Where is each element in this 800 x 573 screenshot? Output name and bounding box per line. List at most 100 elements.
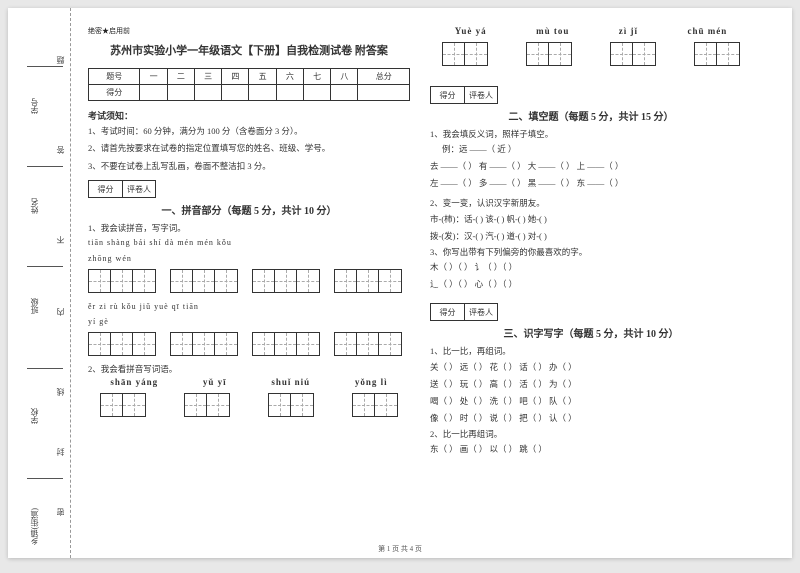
left-column: 绝密★启用前 苏州市实验小学一年级语文【下册】自我检测试卷 附答案 题号 一 二… [78,26,420,540]
pinyin-line: zhōng wén [88,251,410,266]
right-column: Yuè yá mù tou zì jǐ chū mén 得分 评卷人 二、填空题… [420,26,762,540]
grade-box: 得分 评卷人 [430,303,752,321]
grade-box: 得分 评卷人 [88,180,410,198]
confidential-label: 绝密★启用前 [88,26,410,36]
grade-reviewer: 评卷人 [122,180,156,198]
tianzi-grid [694,42,740,66]
question-3-1: 1、比一比，再组词。 [430,344,752,358]
pinyin-word: shuǐ niú [271,377,310,387]
binding-label: 学校 [29,408,40,424]
tianzi-grid [88,269,156,293]
seal-char: 题 [55,56,66,64]
section-title-1: 一、拼音部分（每题 5 分，共计 10 分） [88,202,410,217]
th: 题号 [89,69,140,85]
seal-char: 封 [55,448,66,456]
tianzi-grid [184,393,230,417]
tianzi-row [88,393,410,417]
seal-char: 内 [55,308,66,316]
fill-line: 左 ——（ ） 多 ——（ ） 黑 ——（ ） 东 ——（ ） [430,175,752,192]
question-1-1: 1、我会读拼音，写字词。 [88,221,410,235]
th: 二 [167,69,194,85]
binding-label: 姓名 [29,198,40,214]
th: 七 [303,69,330,85]
fill-line: 东（ ） 画（ ） 以（ ） 跳（ ） [430,441,752,458]
fill-line: 喝（ ） 处（ ） 洗（ ） 吧（ ） 队（ ） [430,393,752,410]
fill-line: 拨-(发)：汉-( ) 汽-( ) 道-( ) 对-( ) [430,228,752,245]
fill-line: 去 ——（ ） 有 ——（ ） 大 ——（ ） 上 ——（ ） [430,158,752,175]
th: 总分 [358,69,410,85]
grade-score: 得分 [88,180,122,198]
grade-reviewer: 评卷人 [464,86,498,104]
tianzi-grid [334,269,402,293]
tianzi-grid [170,269,238,293]
tianzi-row [430,42,752,66]
td: 得分 [89,85,140,101]
section-title-3: 三、识字写字（每题 5 分，共计 10 分） [430,325,752,340]
question-1-2: 2、我会看拼音写词语。 [88,362,410,376]
grade-score: 得分 [430,86,464,104]
fill-line: 送（ ） 玩（ ） 高（ ） 活（ ） 为（ ） [430,376,752,393]
binding-label: 乡镇(街道) [29,508,40,545]
th: 四 [222,69,249,85]
tianzi-grid [610,42,656,66]
th: 六 [276,69,303,85]
tianzi-grid [268,393,314,417]
question-2-3: 3、你写出带有下列偏旁的你最喜欢的字。 [430,245,752,259]
grade-box: 得分 评卷人 [430,86,752,104]
question-2-1: 1、我会填反义词，照样子填空。 [430,127,752,141]
binding-label: 学号 [29,98,40,114]
pinyin-word: mù tou [536,26,569,36]
th: 一 [140,69,167,85]
binding-field [27,266,63,267]
section-title-2: 二、填空题（每题 5 分，共计 15 分） [430,108,752,123]
page-footer: 第 1 页 共 4 页 [8,544,792,554]
exam-page: 乡镇(街道) 学校 班级 姓名 学号 题 答 不 内 线 封 密 绝密★启用前 … [8,8,792,558]
pinyin-line: ěr zi rù kǒu jiǔ yuè qī tiān [88,299,410,314]
seal-char: 不 [55,236,66,244]
th: 三 [194,69,221,85]
fill-line: 木（ ）（ ） 讠（ ）（ ） [430,259,752,276]
question-2-2: 2、变一变，认识汉字新朋友。 [430,196,752,210]
seal-char: 线 [55,388,66,396]
notice-item: 1、考试时间：60 分钟，满分为 100 分（含卷面分 3 分）。 [88,124,410,139]
notice-item: 3、不要在试卷上乱写乱画，卷面不整洁扣 3 分。 [88,159,410,174]
seal-char: 答 [55,146,66,154]
fill-line: 关（ ） 远（ ） 花（ ） 话（ ） 办（ ） [430,359,752,376]
grade-score: 得分 [430,303,464,321]
binding-field [27,368,63,369]
tianzi-grid [252,269,320,293]
fill-line: 辶（ ）（ ） 心（ ）（ ） [430,276,752,293]
binding-label: 班级 [29,298,40,314]
pinyin-word: Yuè yá [455,26,487,36]
tianzi-grid [100,393,146,417]
tianzi-grid [170,332,238,356]
example: 例：远 ——（ 近 ） [442,141,752,158]
seal-char: 密 [55,508,66,516]
pinyin-header-row: shān yáng yǔ yī shuǐ niú yǒng lì [88,377,410,387]
binding-field [27,166,63,167]
notice-item: 2、请首先按要求在试卷的指定位置填写您的姓名、班级、学号。 [88,141,410,156]
tianzi-grid [442,42,488,66]
pinyin-header-row: Yuè yá mù tou zì jǐ chū mén [430,26,752,36]
tianzi-grid [88,332,156,356]
th: 五 [249,69,276,85]
pinyin-word: yǔ yī [203,377,227,387]
tianzi-row [88,332,410,356]
binding-field [27,478,63,479]
tianzi-grid [526,42,572,66]
notice-heading: 考试须知： [88,109,410,122]
table-row: 题号 一 二 三 四 五 六 七 八 总分 [89,69,410,85]
pinyin-line: tiān shàng bái shí dà mén mén kǒu [88,235,410,250]
tianzi-row [88,269,410,293]
score-table: 题号 一 二 三 四 五 六 七 八 总分 得分 [88,68,410,101]
pinyin-word: zì jǐ [619,26,638,36]
binding-margin: 乡镇(街道) 学校 班级 姓名 学号 题 答 不 内 线 封 密 [23,8,71,558]
fill-line: 像（ ） 时（ ） 说（ ） 把（ ） 认（ ） [430,410,752,427]
paper-title: 苏州市实验小学一年级语文【下册】自我检测试卷 附答案 [88,42,410,58]
tianzi-grid [334,332,402,356]
table-row: 得分 [89,85,410,101]
question-3-2: 2、比一比再组词。 [430,427,752,441]
binding-field [27,66,63,67]
fill-line: 市-(柿)：话-( ) 该-( ) 帆-( ) 她-( ) [430,211,752,228]
pinyin-word: shān yáng [110,377,158,387]
